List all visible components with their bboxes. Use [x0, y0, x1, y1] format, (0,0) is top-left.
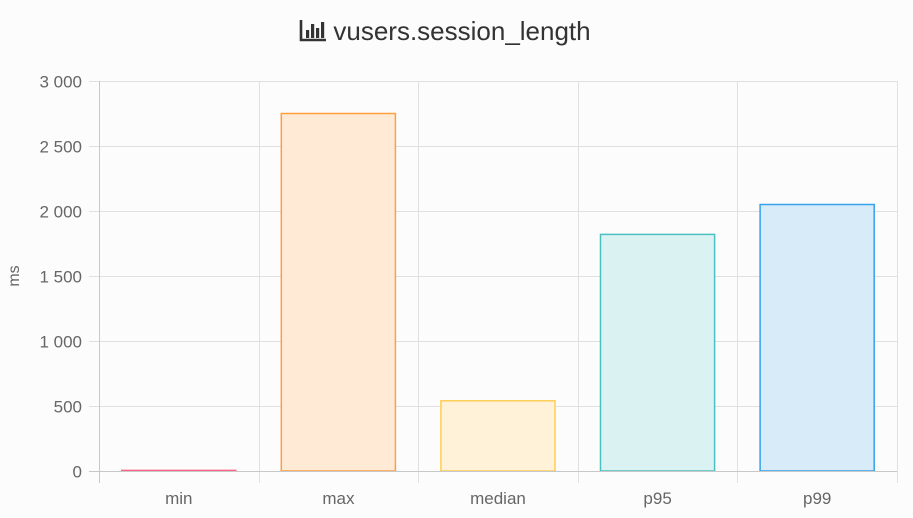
x-tick-label: max: [322, 489, 355, 508]
x-tick-label: min: [165, 489, 192, 508]
chart-title-text: vusers.session_length: [333, 16, 591, 46]
axes: [89, 81, 897, 483]
bar-chart-icon: [299, 19, 327, 50]
y-tick-label: 1 000: [39, 333, 82, 352]
bars: [120, 112, 875, 472]
y-tick-label: 2 000: [39, 203, 82, 222]
chart-title: vusers.session_length: [0, 16, 890, 50]
y-tick-label: 0: [73, 463, 82, 482]
bar-p95[interactable]: [599, 233, 716, 472]
x-tick-label: p95: [643, 489, 671, 508]
bar-min[interactable]: [120, 469, 237, 472]
y-tick-labels: 0 500 1 000 1 500 2 000 2 500 3 000: [39, 73, 82, 482]
x-tick-label: p99: [803, 489, 831, 508]
y-axis-label: ms: [6, 265, 23, 286]
x-tick-labels: min max median p95 p99: [165, 489, 831, 508]
x-tick-label: median: [470, 489, 526, 508]
bar-max[interactable]: [280, 112, 397, 472]
y-tick-label: 1 500: [39, 268, 82, 287]
y-tick-label: 3 000: [39, 73, 82, 92]
y-tick-label: 2 500: [39, 138, 82, 157]
bar-median[interactable]: [440, 400, 556, 472]
y-tick-label: 500: [54, 398, 82, 417]
bar-p99[interactable]: [759, 203, 875, 472]
